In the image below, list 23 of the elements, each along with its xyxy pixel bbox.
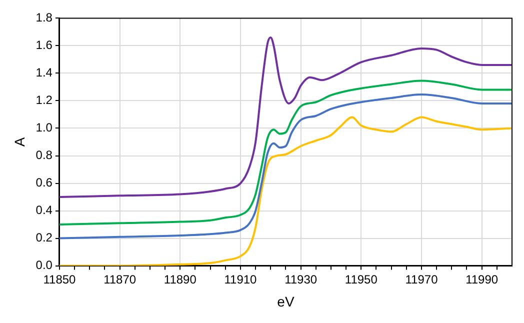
y-tick-label: 0.2 (36, 230, 53, 245)
y-tick-label: 1.0 (36, 120, 53, 135)
y-tick-label: 0.6 (36, 176, 53, 190)
line-series (59, 36, 512, 198)
x-tick-label: 11910 (224, 272, 258, 286)
x-tick-label: 11950 (344, 272, 378, 286)
y-tick-label: 1.4 (36, 66, 53, 80)
x-tick-label: 11930 (284, 272, 318, 286)
y-tick-label: 1.6 (36, 38, 53, 52)
y-tick-label: 1.8 (36, 10, 53, 25)
line-series (59, 80, 512, 226)
y-tick-label: 0.8 (36, 148, 53, 162)
y-tick-label: 1.2 (36, 93, 53, 108)
y-tick-label: 0.4 (36, 203, 53, 218)
x-tick-label: 11990 (466, 272, 498, 286)
x-tick-label: 11850 (43, 272, 76, 286)
x-tick-label: 11890 (164, 272, 197, 286)
x-tick-label: 11970 (405, 272, 438, 286)
x-tick-label: 11870 (104, 272, 136, 286)
line-series (59, 94, 512, 240)
x-axis-title: eV (277, 293, 295, 310)
y-axis-title: A (11, 136, 28, 147)
y-tick-label: 0.0 (36, 258, 53, 272)
